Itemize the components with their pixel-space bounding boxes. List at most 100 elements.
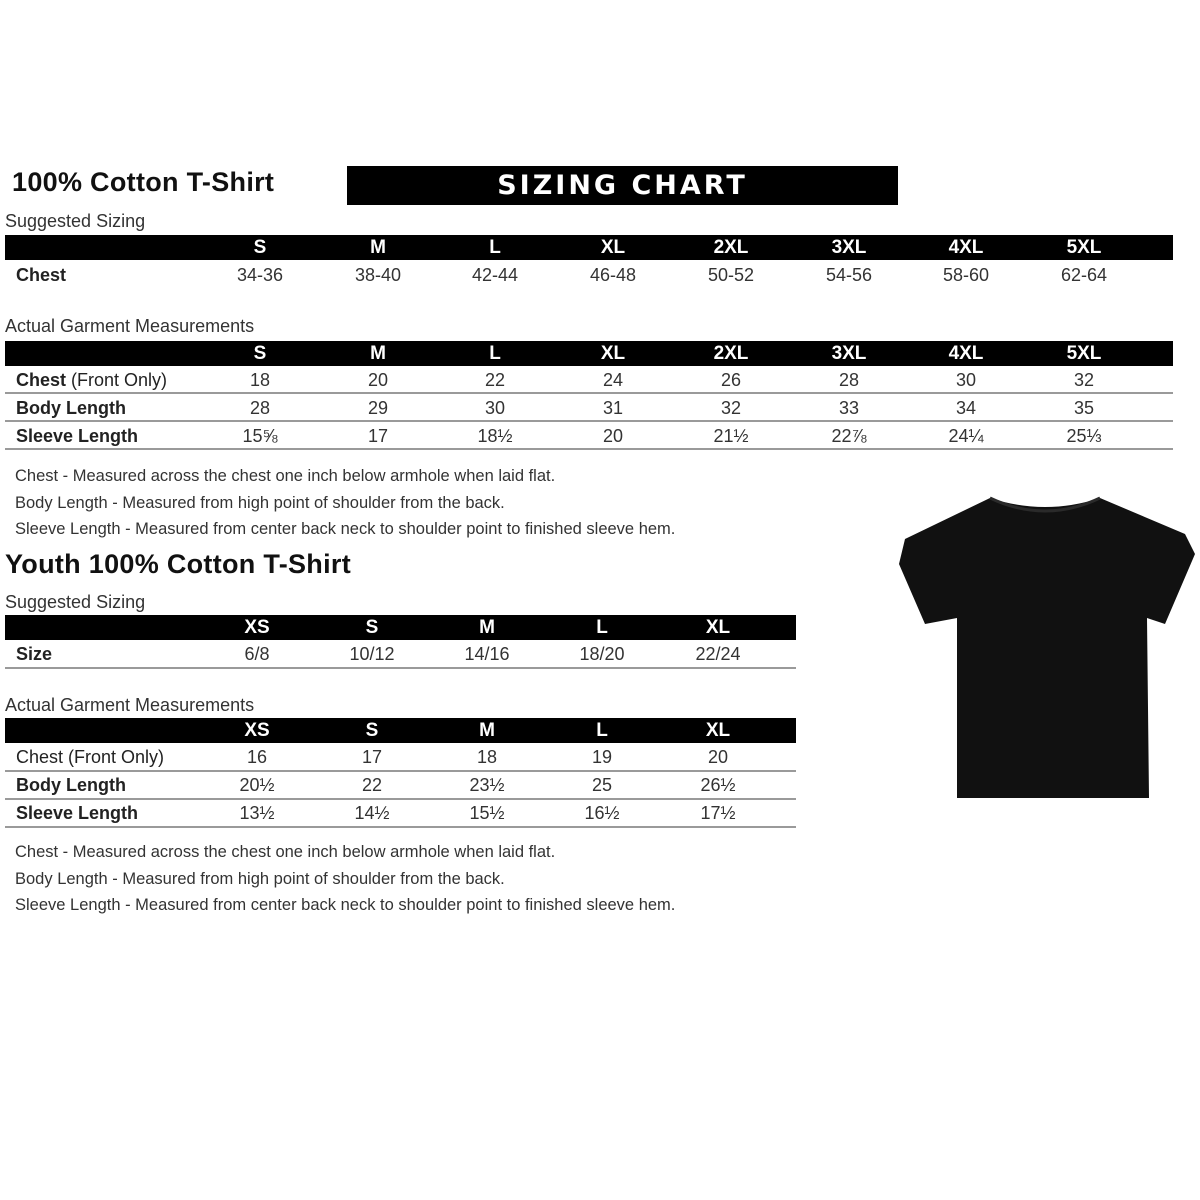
row-divider (5, 420, 1173, 422)
table-cell: 62-64 (1060, 265, 1108, 285)
table-cell: 19 (591, 747, 613, 767)
row-label-text: Chest (16, 370, 67, 390)
row-divider (5, 826, 796, 828)
size-header-5xl: 5XL (1066, 237, 1102, 258)
size-header-xs: XS (244, 617, 270, 638)
table-cell: 28 (838, 370, 860, 390)
table-row: Chest (Front Only) 18 20 22 24 26 28 30 32 (5, 366, 1173, 394)
size-header-l: L (596, 617, 608, 638)
row-label-text: Sleeve Length (16, 426, 139, 446)
size-header-m: M (479, 720, 495, 741)
size-header-xs: XS (244, 720, 270, 741)
table-cell: 26 (720, 370, 742, 390)
table-cell: 38-40 (354, 265, 402, 285)
table-cell: 35 (1073, 398, 1095, 418)
table-cell: 16 (246, 747, 268, 767)
size-header-m: M (370, 343, 386, 364)
row-label-text: Body Length (16, 775, 126, 795)
table-cell: 22 (361, 775, 383, 795)
size-header-l: L (489, 237, 501, 258)
table-cell: 10/12 (349, 644, 395, 664)
row-label: Sleeve Length (16, 799, 138, 827)
table-cell: 25⅓ (1066, 426, 1102, 446)
table-cell: 25 (591, 775, 613, 795)
table-header-bar: XS S M L XL (5, 615, 796, 640)
row-label-text: Size (16, 644, 53, 664)
table-cell: 30 (955, 370, 977, 390)
size-header-5xl: 5XL (1066, 343, 1102, 364)
sizing-chart-banner: SIZING CHART (347, 166, 898, 205)
table-header-bar: S M L XL 2XL 3XL 4XL 5XL (5, 341, 1173, 366)
size-header-2xl: 2XL (713, 237, 749, 258)
tshirt-icon (899, 496, 1195, 798)
adult-title: 100% Cotton T-Shirt (12, 167, 275, 197)
size-header-s: S (365, 720, 379, 741)
table-cell: 22/24 (695, 644, 741, 664)
row-divider (5, 448, 1173, 450)
row-label: Sleeve Length (16, 422, 138, 450)
table-cell: 32 (720, 398, 742, 418)
youth-actual-label: Actual Garment Measurements (5, 695, 255, 715)
table-cell: 22 (484, 370, 506, 390)
adult-actual-label: Actual Garment Measurements (5, 316, 255, 336)
table-cell: 22⅞ (831, 426, 867, 446)
table-cell: 18 (476, 747, 498, 767)
size-header-3xl: 3XL (831, 237, 867, 258)
table-cell: 54-56 (825, 265, 873, 285)
table-cell: 33 (838, 398, 860, 418)
table-row: Sleeve Length 15⅝ 17 18½ 20 21½ 22⅞ 24¼ 25⅓ (5, 422, 1173, 450)
table-cell: 32 (1073, 370, 1095, 390)
size-header-xl: XL (705, 720, 731, 741)
table-cell: 28 (249, 398, 271, 418)
row-divider (5, 770, 796, 772)
youth-note-body: Body Length - Measured from high point o… (15, 870, 505, 888)
adult-note-chest: Chest - Measured across the chest one in… (15, 467, 556, 485)
size-header-4xl: 4XL (948, 237, 984, 258)
table-cell: 24 (602, 370, 624, 390)
table-cell: 18½ (477, 426, 513, 446)
size-header-l: L (596, 720, 608, 741)
table-cell: 20 (602, 426, 624, 446)
youth-title: Youth 100% Cotton T-Shirt (5, 549, 351, 579)
table-cell: 26½ (700, 775, 736, 795)
table-cell: 18 (249, 370, 271, 390)
table-cell: 17½ (700, 803, 736, 823)
size-header-m: M (370, 237, 386, 258)
table-cell: 34 (955, 398, 977, 418)
table-cell: 13½ (239, 803, 275, 823)
table-cell: 15½ (469, 803, 505, 823)
row-label-text: Sleeve Length (16, 803, 139, 823)
table-header-bar: S M L XL 2XL 3XL 4XL 5XL (5, 235, 1173, 260)
table-cell: 24¼ (948, 426, 984, 446)
table-cell: 23½ (469, 775, 505, 795)
table-header-bar: XS S M L XL (5, 718, 796, 743)
table-cell: 34-36 (236, 265, 284, 285)
table-row: Sleeve Length 13½ 14½ 15½ 16½ 17½ (5, 799, 796, 827)
table-cell: 20½ (239, 775, 275, 795)
row-label-suffix: (Front Only) (66, 370, 168, 390)
table-cell: 46-48 (589, 265, 637, 285)
size-header-s: S (253, 237, 267, 258)
size-header-4xl: 4XL (948, 343, 984, 364)
row-label-text: Chest (Front Only) (16, 747, 165, 767)
table-cell: 16½ (584, 803, 620, 823)
table-cell: 6/8 (244, 644, 270, 664)
row-label: Chest (Front Only) (16, 743, 164, 771)
size-header-3xl: 3XL (831, 343, 867, 364)
table-cell: 50-52 (707, 265, 755, 285)
size-header-m: M (479, 617, 495, 638)
table-row: Body Length 20½ 22 23½ 25 26½ (5, 771, 796, 799)
row-label-text: Chest (16, 265, 67, 285)
table-cell: 58-60 (942, 265, 990, 285)
row-divider (5, 392, 1173, 394)
row-label: Body Length (16, 771, 126, 799)
table-cell: 30 (484, 398, 506, 418)
table-row: Body Length 28 29 30 31 32 33 34 35 (5, 394, 1173, 422)
youth-suggested-label: Suggested Sizing (5, 592, 146, 612)
size-header-xl: XL (600, 343, 626, 364)
table-cell: 15⅝ (242, 426, 278, 446)
table-cell: 14½ (354, 803, 390, 823)
adult-note-sleeve: Sleeve Length - Measured from center bac… (15, 520, 676, 538)
table-cell: 42-44 (471, 265, 519, 285)
